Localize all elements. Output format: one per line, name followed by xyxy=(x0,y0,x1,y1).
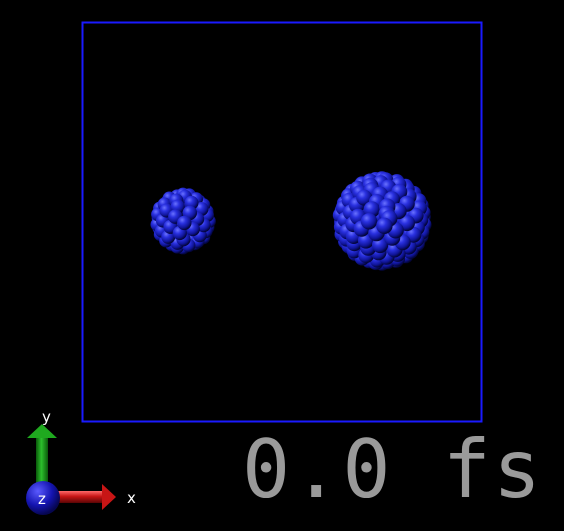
x-axis-arrow xyxy=(48,484,116,510)
small-atom-cluster[interactable] xyxy=(150,187,216,255)
atom xyxy=(360,213,378,230)
y-axis-label: y xyxy=(42,408,51,426)
y-axis-arrow xyxy=(27,424,57,484)
atom xyxy=(177,215,192,231)
large-atom-cluster[interactable] xyxy=(332,171,432,271)
simulation-time-label: 0.0 fs xyxy=(242,423,543,516)
atom xyxy=(356,189,373,206)
z-axis-label: z xyxy=(38,490,46,508)
z-axis-sphere xyxy=(26,481,60,515)
axes-indicator: y x z xyxy=(26,408,136,515)
atom xyxy=(376,217,393,234)
x-axis-label: x xyxy=(127,489,136,507)
simulation-box xyxy=(81,21,483,423)
